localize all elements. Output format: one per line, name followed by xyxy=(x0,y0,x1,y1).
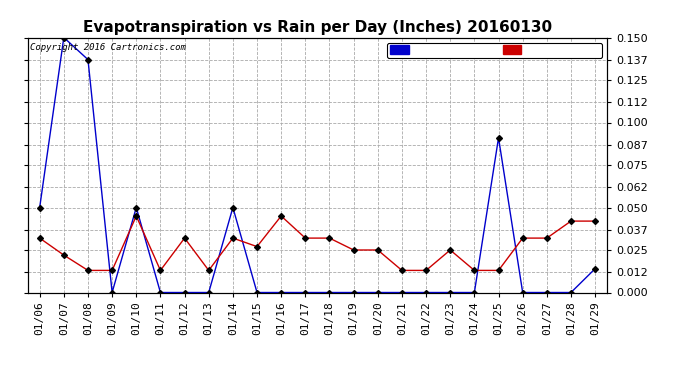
Legend: Rain  (Inches), ET  (Inches): Rain (Inches), ET (Inches) xyxy=(387,43,602,58)
Text: Copyright 2016 Cartronics.com: Copyright 2016 Cartronics.com xyxy=(30,43,186,52)
Title: Evapotranspiration vs Rain per Day (Inches) 20160130: Evapotranspiration vs Rain per Day (Inch… xyxy=(83,20,552,35)
